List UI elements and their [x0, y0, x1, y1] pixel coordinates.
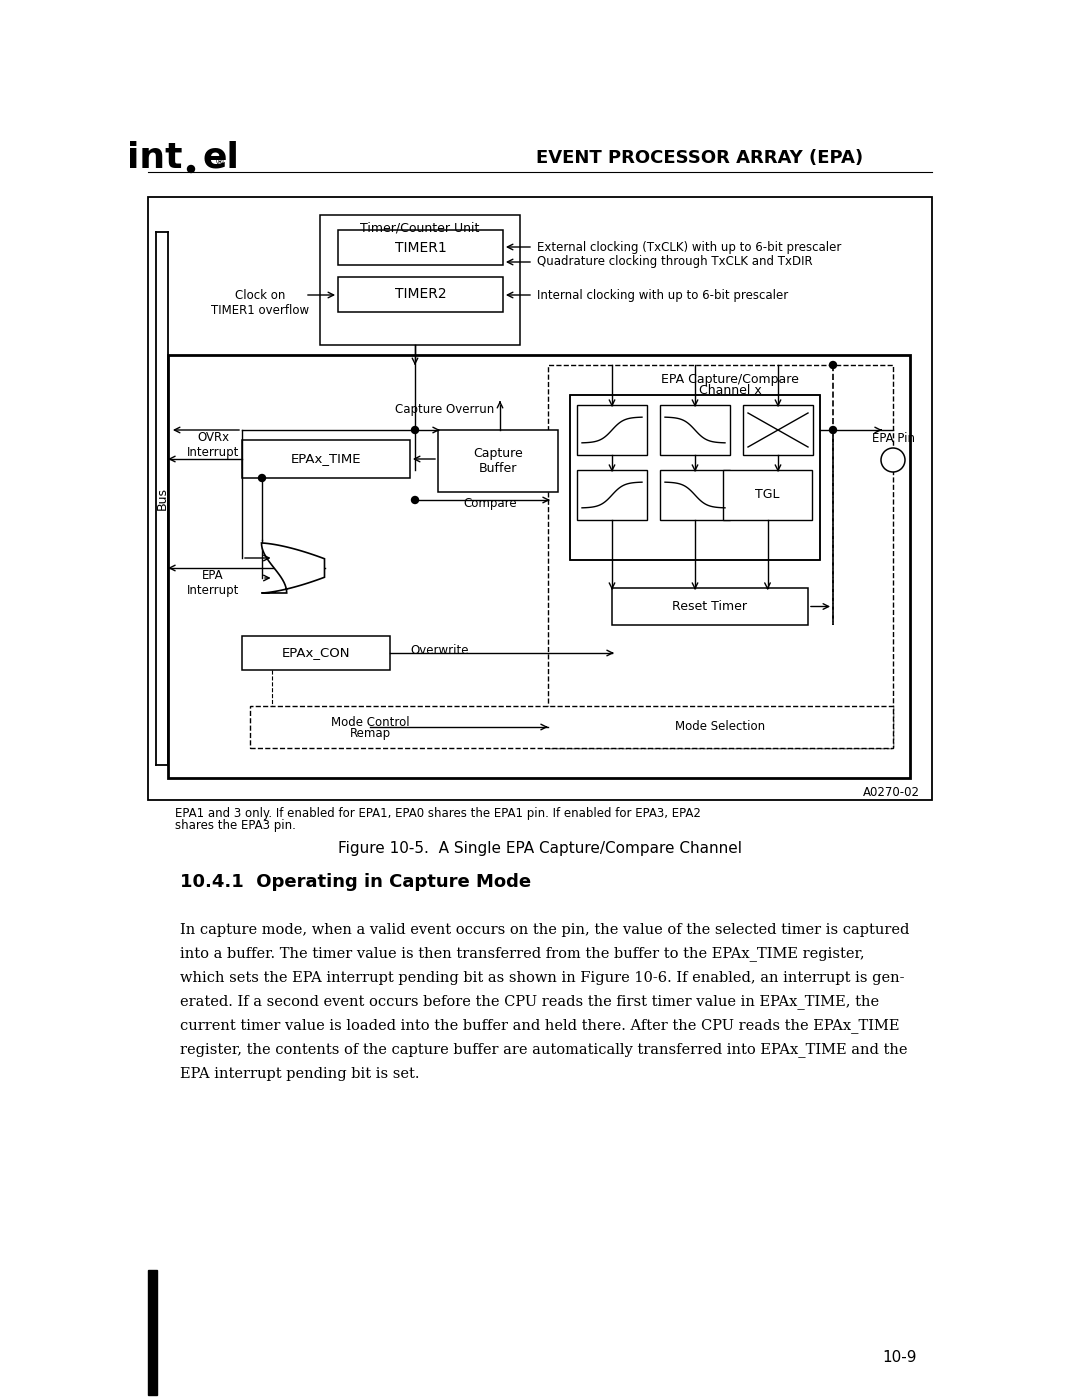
Text: Capture Overrun: Capture Overrun	[395, 404, 495, 416]
Text: ®: ®	[215, 156, 225, 168]
Bar	[249, 705, 893, 747]
Bar	[338, 231, 503, 265]
Text: TIMER1: TIMER1	[394, 240, 446, 254]
Text: EPA Pin: EPA Pin	[872, 432, 915, 444]
Bar	[548, 365, 893, 747]
Text: current timer value is loaded into the buffer and held there. After the CPU read: current timer value is loaded into the b…	[180, 1018, 900, 1034]
Text: In capture mode, when a valid event occurs on the pin, the value of the selected: In capture mode, when a valid event occu…	[180, 923, 909, 937]
Bar	[660, 469, 730, 520]
Text: int: int	[126, 141, 183, 175]
Text: Timer/Counter Unit: Timer/Counter Unit	[361, 222, 480, 235]
Bar	[148, 197, 932, 800]
Text: TGL: TGL	[755, 489, 780, 502]
Text: which sets the EPA interrupt pending bit as shown in Figure 10-6. If enabled, an: which sets the EPA interrupt pending bit…	[180, 971, 905, 985]
Circle shape	[411, 426, 419, 433]
Bar	[570, 395, 820, 560]
Bar	[612, 588, 808, 624]
Bar	[242, 636, 390, 671]
Text: Mode Control: Mode Control	[330, 715, 409, 728]
Bar	[577, 405, 647, 455]
Text: Figure 10-5.  A Single EPA Capture/Compare Channel: Figure 10-5. A Single EPA Capture/Compar…	[338, 841, 742, 856]
Text: 10.4.1  Operating in Capture Mode: 10.4.1 Operating in Capture Mode	[180, 873, 531, 891]
Polygon shape	[261, 543, 324, 592]
Bar	[577, 469, 647, 520]
Text: Channel x: Channel x	[699, 384, 761, 398]
Bar	[242, 440, 410, 478]
Text: register, the contents of the capture buffer are automatically transferred into : register, the contents of the capture bu…	[180, 1042, 907, 1058]
Circle shape	[411, 496, 419, 503]
Text: Reset Timer: Reset Timer	[673, 599, 747, 613]
Bar	[148, 1270, 157, 1396]
Text: into a buffer. The timer value is then transferred from the buffer to the EPAx_T: into a buffer. The timer value is then t…	[180, 947, 865, 961]
Text: shares the EPA3 pin.: shares the EPA3 pin.	[175, 820, 296, 833]
Text: 10-9: 10-9	[882, 1351, 917, 1365]
Text: Capture
Buffer: Capture Buffer	[473, 447, 523, 475]
Bar	[743, 405, 813, 455]
Bar	[723, 469, 812, 520]
Text: Quadrature clocking through TxCLK and TxDIR: Quadrature clocking through TxCLK and Tx…	[537, 256, 812, 268]
Circle shape	[829, 426, 837, 433]
Bar	[438, 430, 558, 492]
Text: EPA1 and 3 only. If enabled for EPA1, EPA0 shares the EPA1 pin. If enabled for E: EPA1 and 3 only. If enabled for EPA1, EP…	[175, 807, 701, 820]
Bar	[320, 215, 519, 345]
Circle shape	[188, 165, 194, 172]
Text: Mode Selection: Mode Selection	[675, 721, 765, 733]
Text: Overwrite: Overwrite	[410, 644, 469, 657]
Text: Compare: Compare	[463, 496, 517, 510]
Text: EPA
Interrupt: EPA Interrupt	[187, 569, 239, 597]
Text: EPAx_CON: EPAx_CON	[282, 647, 350, 659]
Text: External clocking (TxCLK) with up to 6-bit prescaler: External clocking (TxCLK) with up to 6-b…	[537, 240, 841, 253]
Bar	[570, 395, 820, 560]
Text: EPAx_TIME: EPAx_TIME	[291, 453, 361, 465]
Bar	[168, 355, 910, 778]
Text: EPA interrupt pending bit is set.: EPA interrupt pending bit is set.	[180, 1067, 419, 1081]
Text: Clock on
TIMER1 overflow: Clock on TIMER1 overflow	[211, 289, 309, 317]
Bar	[338, 277, 503, 312]
Bar	[660, 405, 730, 455]
Text: Internal clocking with up to 6-bit prescaler: Internal clocking with up to 6-bit presc…	[537, 289, 788, 302]
Text: TIMER2: TIMER2	[394, 288, 446, 302]
Text: EVENT PROCESSOR ARRAY (EPA): EVENT PROCESSOR ARRAY (EPA)	[537, 149, 864, 168]
Text: Bus: Bus	[156, 488, 168, 510]
Text: Remap: Remap	[350, 726, 391, 739]
Text: erated. If a second event occurs before the CPU reads the first timer value in E: erated. If a second event occurs before …	[180, 995, 879, 1010]
Circle shape	[258, 475, 266, 482]
Text: EPA Capture/Compare: EPA Capture/Compare	[661, 373, 799, 386]
Text: OVRx
Interrupt: OVRx Interrupt	[187, 432, 239, 460]
Text: A0270-02: A0270-02	[863, 785, 920, 799]
Text: el: el	[203, 141, 240, 175]
Circle shape	[881, 448, 905, 472]
Circle shape	[829, 362, 837, 369]
